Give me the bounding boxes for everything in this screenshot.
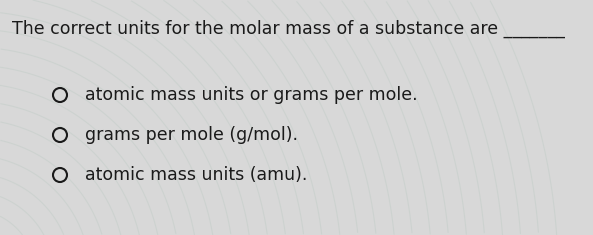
Text: atomic mass units or grams per mole.: atomic mass units or grams per mole.: [85, 86, 417, 104]
Circle shape: [53, 168, 67, 182]
Circle shape: [53, 88, 67, 102]
Text: atomic mass units (amu).: atomic mass units (amu).: [85, 166, 307, 184]
Circle shape: [53, 128, 67, 142]
Text: The correct units for the molar mass of a substance are _______: The correct units for the molar mass of …: [12, 20, 565, 38]
Text: grams per mole (g/mol).: grams per mole (g/mol).: [85, 126, 298, 144]
